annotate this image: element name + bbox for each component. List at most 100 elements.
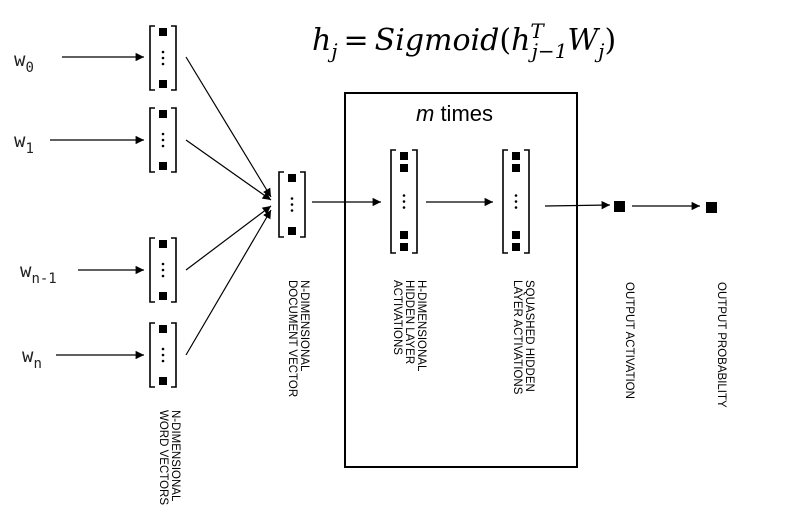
vector-wn1-right-bracket bbox=[171, 237, 177, 303]
vector-w1-ellipsis-dot-1 bbox=[161, 138, 165, 142]
vector-w1-right-bracket bbox=[171, 107, 177, 173]
label-doc-vector-line1: N-DIMENSIONAL bbox=[298, 280, 310, 372]
label-hidden-line1: H-DIMENSIONAL bbox=[415, 280, 427, 372]
input-label-wn1: w bbox=[20, 260, 32, 282]
vector-document-right-bracket bbox=[300, 171, 306, 238]
vector-wn1-ellipsis-dot-2 bbox=[161, 274, 165, 278]
input-label-w0-sub: 0 bbox=[25, 60, 33, 76]
input-label-wn: w bbox=[22, 345, 34, 367]
vector-document-cell-top-0 bbox=[288, 174, 296, 182]
svg-text:wn: wn bbox=[22, 345, 42, 372]
label-hidden: H-DIMENSIONAL HIDDEN LAYER ACTIVATIONS bbox=[391, 280, 427, 374]
vector-wn-ellipsis-dot-1 bbox=[161, 353, 165, 357]
vector-w1-ellipsis-dot-0 bbox=[161, 132, 165, 136]
vector-hidden-left-bracket bbox=[390, 149, 396, 254]
arrow-wn-to-doc bbox=[185, 209, 272, 356]
label-doc-vector: N-DIMENSIONAL DOCUMENT VECTOR bbox=[286, 280, 310, 397]
vector-w0-right-bracket bbox=[171, 25, 177, 91]
vector-w0-ellipsis-dot-2 bbox=[161, 62, 165, 66]
input-label-wn-sub: n bbox=[33, 356, 41, 372]
vector-hidden-cell-top-1 bbox=[400, 164, 408, 172]
vector-squashed-cell-top-1 bbox=[512, 164, 520, 172]
label-doc-vector-line2: DOCUMENT VECTOR bbox=[286, 280, 298, 397]
fan-in-arrows bbox=[185, 56, 272, 356]
vector-document-left-bracket bbox=[278, 171, 284, 238]
vector-wn1-cell-top-0 bbox=[159, 240, 167, 248]
vector-w0 bbox=[149, 25, 177, 91]
vector-w1-left-bracket bbox=[149, 107, 155, 173]
vector-hidden-cell-bottom-0 bbox=[400, 243, 408, 251]
formula-lhs: h bbox=[312, 23, 331, 58]
vector-wn-ellipsis-dot-0 bbox=[161, 347, 165, 351]
output-activation-node bbox=[614, 201, 625, 212]
vector-squashed-cell-bottom-1 bbox=[512, 231, 520, 239]
rotated-labels: N-DIMENSIONAL WORD VECTORS N-DIMENSIONAL… bbox=[157, 280, 727, 505]
vector-hidden-ellipsis-dot-0 bbox=[402, 194, 406, 197]
m-times-var: m bbox=[416, 101, 434, 126]
formula-open: ( bbox=[499, 23, 511, 58]
input-label-w1-sub: 1 bbox=[25, 141, 33, 157]
svg-text:wn-1: wn-1 bbox=[20, 260, 57, 287]
vector-squashed-ellipsis-dot-2 bbox=[514, 206, 518, 209]
vector-w0-cell-top-0 bbox=[159, 28, 167, 36]
label-word-vectors-line2: WORD VECTORS bbox=[157, 410, 169, 505]
formula-w: W bbox=[567, 23, 600, 58]
formula-eq: = bbox=[344, 23, 369, 58]
vector-document-ellipsis-dot-1 bbox=[290, 203, 294, 206]
vector-document-ellipsis-dot-2 bbox=[290, 209, 294, 212]
input-arrows bbox=[50, 52, 144, 360]
vector-w1-ellipsis-dot-2 bbox=[161, 144, 165, 148]
vector-wn1-left-bracket bbox=[149, 237, 155, 303]
label-squashed: SQUASHED HIDDEN LAYER ACTIVATIONS bbox=[511, 280, 535, 395]
formula-close: ) bbox=[604, 23, 616, 58]
vector-w0-ellipsis-dot-0 bbox=[161, 50, 165, 54]
vector-w1-cell-bottom-0 bbox=[159, 162, 167, 170]
output-probability-node bbox=[706, 202, 717, 213]
vector-wn-cell-bottom-0 bbox=[159, 377, 167, 385]
input-label-w0: w bbox=[14, 49, 26, 71]
formula-h-sup: T bbox=[530, 19, 545, 43]
vector-wn-right-bracket bbox=[171, 322, 177, 388]
vector-squashed bbox=[502, 149, 530, 254]
vector-hidden-ellipsis-dot-2 bbox=[402, 206, 406, 209]
label-squashed-line2: LAYER ACTIVATIONS bbox=[511, 280, 523, 395]
svg-text:w1: w1 bbox=[14, 130, 34, 157]
vector-squashed-right-bracket bbox=[524, 149, 530, 254]
vector-wn-left-bracket bbox=[149, 322, 155, 388]
vector-hidden bbox=[390, 149, 418, 254]
label-output-probability-line1: OUTPUT PROBABILITY bbox=[715, 282, 727, 408]
formula-w-sub: j bbox=[594, 39, 604, 63]
vector-hidden-cell-bottom-1 bbox=[400, 231, 408, 239]
vector-hidden-right-bracket bbox=[412, 149, 418, 254]
svg-text:w0: w0 bbox=[14, 49, 34, 76]
vector-w1 bbox=[149, 107, 177, 173]
vector-document-cell-bottom-0 bbox=[288, 227, 296, 235]
input-label-w1: w bbox=[14, 130, 26, 152]
label-word-vectors-line1: N-DIMENSIONAL bbox=[169, 410, 181, 502]
formula: hj = Sigmoid(hT j−1Wj) bbox=[312, 19, 616, 63]
arrow-w1-to-doc bbox=[185, 139, 272, 201]
vector-wn-ellipsis-dot-2 bbox=[161, 359, 165, 363]
arrow-w0-to-doc bbox=[185, 56, 272, 198]
label-output-activation-line1: OUTPUT ACTIVATION bbox=[623, 282, 635, 399]
label-output-probability: OUTPUT PROBABILITY bbox=[715, 282, 727, 408]
vector-wn-cell-top-0 bbox=[159, 325, 167, 333]
formula-h: h bbox=[511, 23, 530, 58]
vector-wn1 bbox=[149, 237, 177, 303]
input-label-wn1-sub: n-1 bbox=[31, 271, 56, 287]
formula-h-sub: j−1 bbox=[528, 39, 568, 63]
label-hidden-line2: HIDDEN LAYER bbox=[403, 280, 415, 364]
input-labels: w0 w1 wn-1 wn bbox=[14, 49, 57, 372]
vector-squashed-ellipsis-dot-0 bbox=[514, 194, 518, 197]
vector-hidden-cell-top-0 bbox=[400, 152, 408, 160]
vector-wn1-cell-bottom-0 bbox=[159, 292, 167, 300]
formula-lhs-sub: j bbox=[327, 39, 337, 63]
vector-hidden-ellipsis-dot-1 bbox=[402, 200, 406, 203]
svg-text:hj=Sigmoid(hTj−1Wj): hj = Sigmoid(hT j−1Wj) bbox=[312, 19, 616, 63]
m-times-title: m times bbox=[416, 101, 493, 126]
vector-wn1-ellipsis-dot-0 bbox=[161, 262, 165, 266]
vector-w1-cell-top-0 bbox=[159, 110, 167, 118]
vector-document-ellipsis-dot-0 bbox=[290, 197, 294, 200]
